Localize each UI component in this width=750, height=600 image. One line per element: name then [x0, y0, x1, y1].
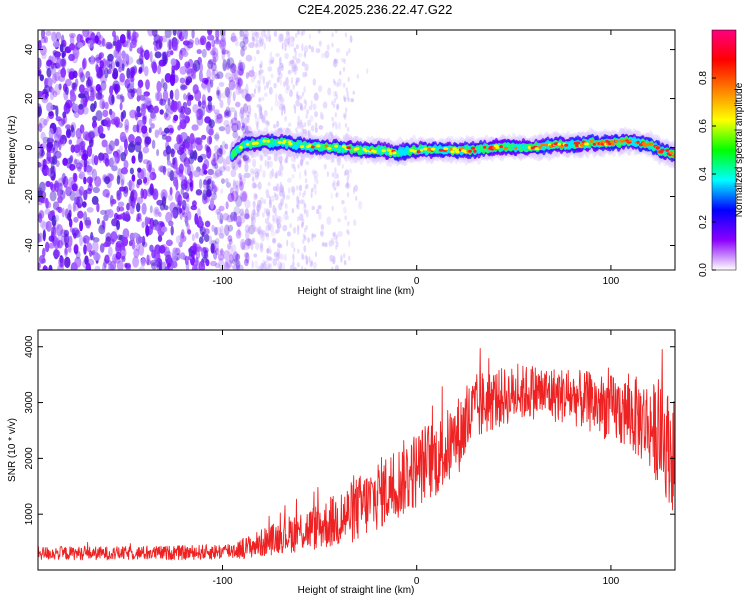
spectrogram-y-tick-label: 0: [24, 144, 35, 150]
colorbar-ticks: 0.0 0.2 0.4 0.6 0.8: [698, 71, 716, 277]
colorbar-tick-label: 0.8: [698, 71, 709, 85]
colorbar-gradient: [711, 29, 737, 271]
spectrogram-x-tick-label: -100: [212, 276, 232, 287]
snr-x-tick-label: -100: [212, 576, 232, 587]
snr-y-ticks: 1000 2000 3000 4000: [24, 335, 675, 525]
spectrogram-x-ticks: -100 0 100: [212, 30, 620, 287]
colorbar-tick-label: 0.0: [698, 263, 709, 277]
snr-frame: [37, 329, 676, 571]
snr-y-axis-label: SNR (10 * v/v): [7, 418, 18, 482]
snr-y-tick-label: 3000: [24, 391, 35, 414]
colorbar-label: Normalized spectral amplitude: [734, 82, 745, 217]
spectrogram-panel: -100 0 100 -40 -20 0 20 40 Height of straight …: [7, 29, 676, 297]
spectrogram-y-axis-label: Frequency (Hz): [7, 116, 18, 185]
spectrogram-y-tick-label: -20: [24, 189, 35, 204]
colorbar: 0.0 0.2 0.4 0.6 0.8 Normalized spectral ampl…: [698, 29, 745, 277]
snr-x-tick-label: 0: [414, 576, 420, 587]
colorbar-tick-label: 0.4: [698, 167, 709, 181]
spectrogram-y-tick-label: -40: [24, 238, 35, 253]
snr-panel: -100 0 100 1000 2000 3000 4000 Height of stra…: [7, 329, 676, 596]
spectrogram-y-tick-label: 40: [24, 44, 35, 56]
spectrogram-x-tick-label: 0: [414, 276, 420, 287]
colorbar-tick-label: 0.6: [698, 119, 709, 133]
spectrogram-y-ticks: -40 -20 0 20 40: [24, 44, 675, 253]
spectrogram-frame: [37, 29, 676, 271]
spectrogram-signal-track: [228, 126, 675, 170]
figure-title: C2E4.2025.236.22.47.G22: [298, 2, 453, 17]
snr-y-tick-label: 1000: [24, 503, 35, 526]
snr-y-tick-label: 2000: [24, 447, 35, 470]
snr-x-axis-label: Height of straight line (km): [298, 585, 415, 596]
snr-series-line: [38, 348, 675, 561]
spectrogram-x-axis-label: Height of straight line (km): [298, 286, 415, 297]
snr-x-tick-label: 100: [603, 576, 620, 587]
colorbar-tick-label: 0.2: [698, 215, 709, 229]
snr-plot-area: [38, 330, 675, 570]
snr-y-tick-label: 4000: [24, 335, 35, 358]
spectrogram-y-tick-label: 20: [24, 93, 35, 105]
snr-x-ticks: -100 0 100: [212, 330, 620, 587]
spectrogram-noise-blobs: [38, 30, 369, 270]
spectrogram-x-tick-label: 100: [603, 276, 620, 287]
